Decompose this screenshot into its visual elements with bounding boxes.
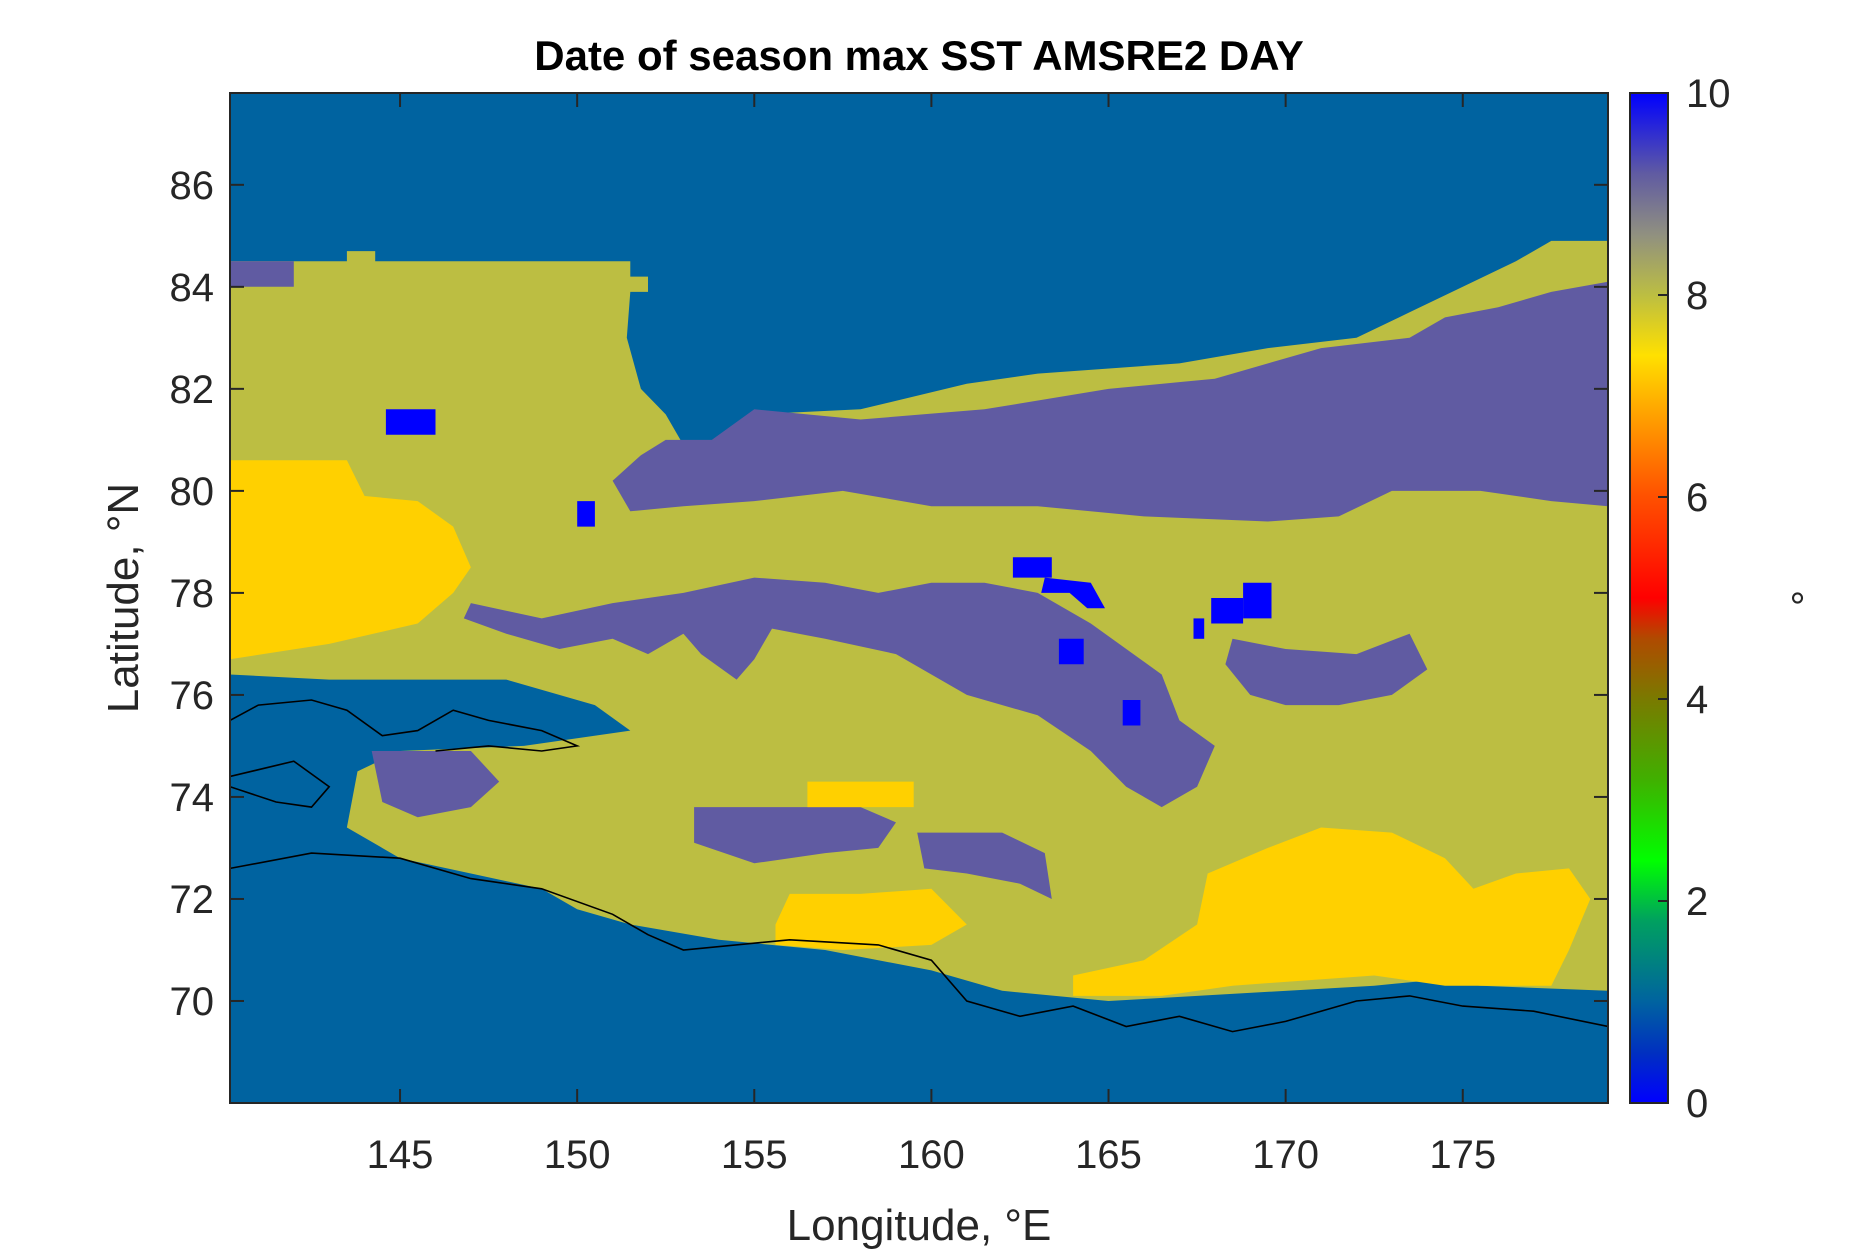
y-axis: 70 72 74 76 78 80 82 84 86 — [170, 164, 1608, 1024]
x-axis-label: Longitude, °E — [787, 1201, 1052, 1250]
x-tick-label: 155 — [721, 1133, 788, 1177]
colorbar-tick-label: 0 — [1686, 1082, 1708, 1126]
y-axis-label: Latitude, °N — [99, 483, 148, 713]
heatmap-region-value-9 — [917, 832, 1052, 899]
x-tick-label: 150 — [544, 1133, 611, 1177]
heatmap-region-value-9 — [230, 261, 294, 287]
x-tick-label: 145 — [367, 1133, 434, 1177]
coastline — [230, 852, 1608, 1033]
colorbar-tick-label: 8 — [1686, 274, 1708, 318]
plot-frame — [229, 92, 1609, 1104]
x-axis: 145 150 155 160 165 170 175 — [367, 93, 1496, 1177]
heatmap-region-value-0 — [577, 501, 595, 527]
heatmap-region-value-9 — [463, 577, 1215, 808]
heatmap-region-value-0 — [1211, 598, 1244, 624]
y-tick-label: 80 — [170, 470, 215, 514]
heatmap-region-value-0 — [1193, 618, 1205, 639]
colorbar-axis: 0 2 4 6 8 10 — [1658, 72, 1731, 1126]
heatmap-region-value-0 — [1243, 582, 1272, 619]
x-tick-label: 175 — [1429, 1133, 1496, 1177]
y-tick-label: 78 — [170, 572, 215, 616]
heatmap-region-value-7 — [230, 460, 471, 660]
y-tick-label: 70 — [170, 980, 215, 1024]
heatmap-region-value-0 — [1012, 557, 1052, 578]
y-tick-label: 86 — [170, 164, 215, 208]
heatmap-region-value-7 — [807, 781, 914, 808]
x-tick-label: 170 — [1252, 1133, 1319, 1177]
colorbar-tick-label: 2 — [1686, 880, 1708, 924]
y-tick-label: 76 — [170, 674, 215, 718]
heatmap-region-value-9 — [1225, 633, 1428, 706]
y-tick-label: 74 — [170, 776, 215, 820]
coastline — [230, 699, 581, 752]
x-tick-label: 165 — [1075, 1133, 1142, 1177]
heatmap-region-value-7 — [1073, 827, 1591, 996]
heatmap-region-value-9 — [371, 751, 500, 818]
colorbar-tick-label: 10 — [1686, 72, 1731, 116]
heatmap-region-value-7 — [775, 888, 967, 950]
heatmap-region-value-0 — [1058, 638, 1084, 665]
colorbar — [1629, 92, 1669, 1104]
heatmap-region-value-0 — [1041, 577, 1105, 609]
heatmap-region-value-0 — [1122, 700, 1141, 726]
heatmap-layer — [230, 93, 1608, 1103]
y-tick-label: 84 — [170, 266, 215, 310]
coastline-layer — [230, 699, 1608, 1033]
x-tick-label: 160 — [898, 1133, 965, 1177]
colorbar-tick-label: 4 — [1686, 678, 1708, 722]
heatmap-region-value-9 — [612, 281, 1608, 522]
coastline — [230, 760, 331, 808]
y-tick-label: 82 — [170, 368, 215, 412]
colorbar-label: ° — [1766, 590, 1810, 606]
chart-title: Date of season max SST AMSRE2 DAY — [534, 32, 1303, 79]
heatmap-region-value-0 — [385, 409, 436, 435]
y-tick-label: 72 — [170, 878, 215, 922]
heatmap-region-value-9 — [694, 807, 896, 864]
colorbar-tick-label: 6 — [1686, 476, 1708, 520]
